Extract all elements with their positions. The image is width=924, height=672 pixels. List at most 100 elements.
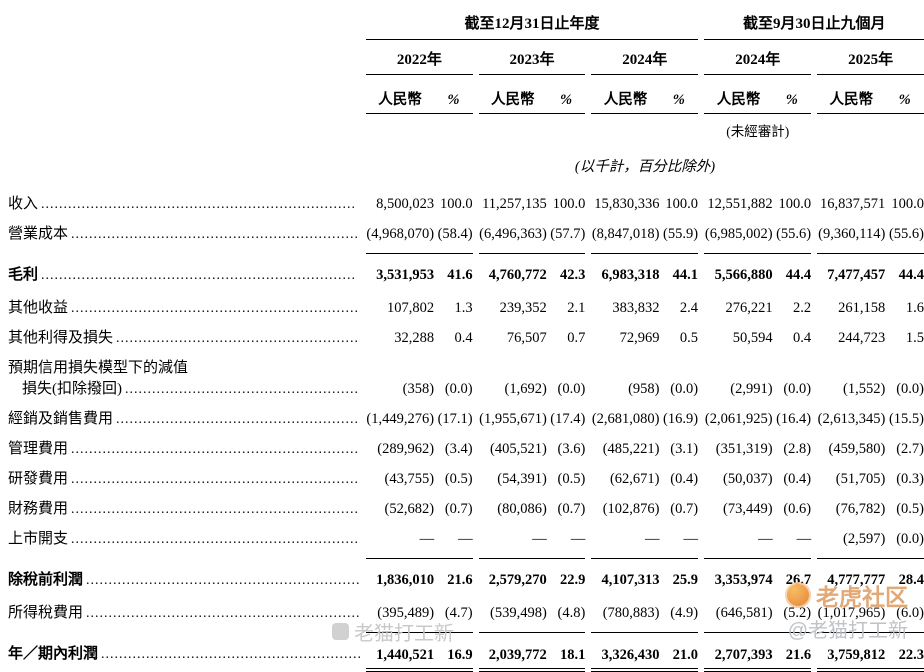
value-rmb: 239,352 — [499, 300, 547, 316]
value-rmb: (351,319) — [715, 441, 773, 457]
currency-header: 人民幣 — [591, 74, 660, 114]
value-percent: (0.7) — [444, 501, 473, 517]
value-rmb: (54,391) — [497, 471, 547, 487]
value-percent: (17.4) — [550, 411, 586, 427]
value-percent: (0.0) — [557, 381, 586, 397]
value-percent: (0.3) — [896, 471, 924, 487]
value-percent: 0.4 — [454, 330, 473, 346]
unaudited-row: (未經審計) — [8, 114, 924, 141]
value-percent: (3.4) — [444, 441, 473, 457]
row-label: 營業成本 — [8, 217, 366, 253]
value-percent: 41.6 — [434, 252, 473, 291]
table-row: 除稅前利潤 1,836,01021.62,579,27022.94,107,313… — [8, 557, 924, 596]
value-rmb: (395,489) — [377, 604, 435, 621]
row-label: 所得稅費用 — [8, 596, 366, 632]
value-rmb: (76,782) — [835, 501, 886, 517]
percent-header: % — [659, 74, 699, 114]
value-percent: 2.1 — [567, 300, 586, 316]
value-percent: 44.4 — [772, 252, 812, 291]
value-percent: (2.7) — [896, 441, 924, 457]
row-label: 毛利 — [8, 253, 366, 291]
value-rmb: (2,991) — [730, 381, 773, 397]
table-row: 年／期內利潤 1,440,52116.92,039,77218.13,326,43… — [8, 631, 924, 672]
value-percent: 2.4 — [679, 300, 699, 316]
value-percent: 42.3 — [546, 252, 586, 291]
value-rmb: (1,955,671) — [479, 411, 547, 427]
value-rmb: 32,288 — [394, 330, 435, 346]
value-rmb: 3,326,430 — [591, 631, 660, 672]
value-percent: (16.9) — [663, 411, 699, 427]
value-percent: (5.2) — [783, 604, 812, 621]
value-percent: (2.8) — [783, 441, 812, 457]
value-percent: 2.2 — [793, 300, 812, 316]
value-percent: (0.0) — [670, 381, 699, 397]
table-body: 收入 8,500,023 100.0 11,257,135 100.0 15,830,33… — [8, 187, 924, 672]
row-label-text: 毛利 — [8, 267, 39, 283]
units-note-row: (以千計，百分比除外) — [8, 140, 924, 187]
currency-header: 人民幣 — [478, 74, 547, 114]
dot-leader — [101, 646, 360, 663]
row-label-text: 預期信用損失模型下的減值 — [8, 360, 189, 376]
value-rmb: 2,579,270 — [478, 557, 547, 596]
value-rmb: (51,705) — [835, 471, 886, 487]
value-rmb: 6,983,318 — [591, 252, 660, 291]
row-label: 收入 — [8, 187, 366, 217]
value-percent: (0.5) — [444, 471, 473, 487]
table-row: 其他收益 107,802 1.3 239,352 2.1 383,832 2.4 276,22… — [8, 291, 924, 321]
row-label-text: 管理費用 — [8, 441, 69, 457]
value-rmb: — — [419, 530, 435, 547]
value-percent: 16.9 — [434, 631, 473, 672]
income-statement-table: 截至12月31日止年度 截至9月30日止九個月 2022年 2023年 2024… — [8, 4, 924, 672]
value-rmb: (1,692) — [504, 381, 547, 397]
value-rmb: 3,531,953 — [366, 252, 435, 291]
value-percent: 28.4 — [885, 557, 924, 596]
table-row: 營業成本 (4,968,070)(58.4) (6,496,363)(57.7) (8… — [8, 217, 924, 253]
table-row: 所得稅費用 (395,489) (4.7) (539,498) (4.8) (780,88… — [8, 596, 924, 632]
value-percent: (0.6) — [783, 501, 812, 517]
value-rmb: (1,449,276) — [366, 411, 435, 427]
value-percent: (0.7) — [557, 501, 586, 517]
row-label-text: 其他收益 — [8, 300, 69, 316]
row-label-text: 財務費用 — [8, 501, 69, 517]
value-percent: 1.6 — [905, 300, 924, 316]
value-rmb: (43,755) — [384, 471, 435, 487]
dot-leader — [71, 531, 360, 548]
value-percent: 21.0 — [659, 631, 699, 672]
currency-header: 人民幣 — [704, 74, 773, 114]
value-rmb: (80,086) — [497, 501, 547, 517]
value-rmb: (2,061,925) — [704, 411, 773, 427]
value-percent: 21.6 — [772, 631, 812, 672]
dot-leader — [116, 330, 360, 347]
value-percent: — — [570, 530, 586, 547]
unaudited-note: (未經審計) — [726, 124, 790, 139]
value-percent: 1.5 — [905, 330, 924, 346]
table-row: 其他利得及損失 32,288 0.4 76,507 0.7 72,969 0.5 50,594… — [8, 321, 924, 351]
table-row: 財務費用 (52,682) (0.7) (80,086) (0.7) (102,876) (… — [8, 492, 924, 522]
row-label: 財務費用 — [8, 492, 366, 522]
dot-leader — [116, 411, 360, 428]
value-rmb: — — [532, 530, 547, 547]
year-header-2024: 2024年 — [591, 39, 699, 75]
value-rmb: — — [758, 530, 773, 547]
table-row: 管理費用 (289,962) (3.4) (405,521) (3.6) (485,221… — [8, 432, 924, 462]
value-rmb: 50,594 — [732, 330, 773, 346]
value-rmb: 261,158 — [838, 300, 886, 316]
value-percent: (0.4) — [670, 471, 699, 487]
value-rmb: (459,580) — [828, 441, 886, 457]
value-rmb: 3,353,974 — [704, 557, 773, 596]
value-rmb: 76,507 — [506, 330, 547, 346]
value-rmb: 383,832 — [612, 300, 660, 316]
value-percent: — — [796, 530, 812, 547]
row-label-text: 上市開支 — [8, 531, 69, 547]
value-percent: (3.6) — [557, 441, 586, 457]
value-rmb: 15,830,336 — [594, 196, 660, 212]
value-rmb: 1,440,521 — [366, 631, 435, 672]
value-rmb: 11,257,135 — [482, 196, 547, 212]
value-percent: 22.9 — [546, 557, 586, 596]
value-percent: (0.7) — [670, 501, 699, 517]
value-percent: 26.7 — [772, 557, 812, 596]
value-rmb: — — [645, 530, 660, 547]
value-percent: 18.1 — [546, 631, 586, 672]
value-rmb: (358) — [402, 381, 435, 397]
value-rmb: (73,449) — [723, 501, 773, 517]
